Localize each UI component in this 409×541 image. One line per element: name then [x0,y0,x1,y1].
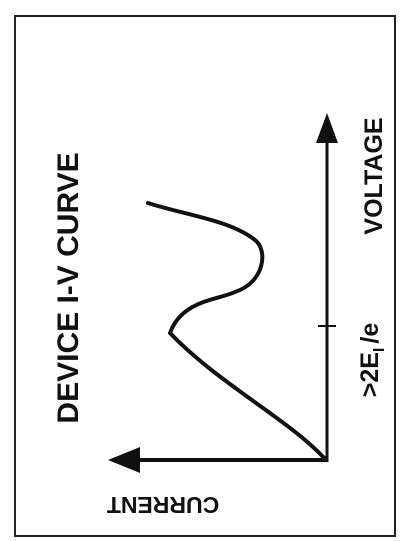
title-label: DEVICE I-V CURVE [52,152,85,423]
threshold-label-subscript: I [371,348,388,352]
current-axis-label: CURRENT [107,492,219,518]
threshold-label-prefix: >2E [356,352,384,397]
current-axis-arrowhead [108,447,140,473]
threshold-label: >2EI/e [356,323,388,398]
threshold-label-suffix: /e [356,323,384,344]
iv-curve [146,201,328,462]
figure-frame [14,15,396,537]
voltage-axis-label: VOLTAGE [360,117,388,234]
voltage-axis-arrowhead [316,113,338,143]
